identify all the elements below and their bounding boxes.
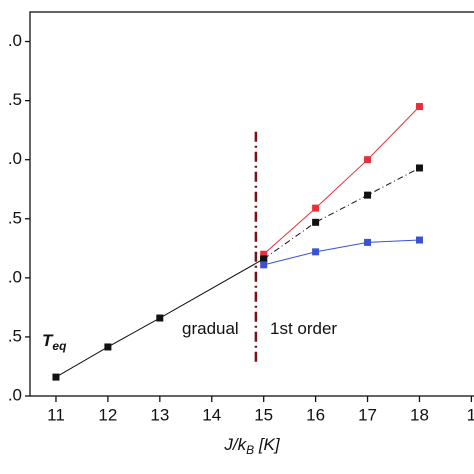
y-tick-label: .0 xyxy=(8,267,22,286)
x-tick-label: 1 xyxy=(467,405,474,424)
annotation: Teq xyxy=(42,331,67,353)
x-tick-label: 11 xyxy=(47,405,65,424)
x-axis-label: J/kB [K] xyxy=(223,435,281,457)
y-tick-label: .0 xyxy=(8,149,22,168)
annotation-main: 1st order xyxy=(270,319,337,338)
y-tick-label: .5 xyxy=(8,208,22,227)
data-point xyxy=(364,156,372,164)
y-tick-label: .0 xyxy=(8,385,22,404)
x-axis-label-sub: B xyxy=(246,443,254,457)
data-point xyxy=(156,314,164,322)
data-point xyxy=(312,204,320,212)
data-point xyxy=(312,218,320,226)
x-tick-label: 13 xyxy=(150,405,169,424)
series-line xyxy=(263,167,420,260)
y-tick-label: .0 xyxy=(8,31,22,50)
data-point xyxy=(364,238,372,246)
data-point xyxy=(415,164,423,172)
data-point xyxy=(104,343,112,351)
data-point xyxy=(312,248,320,256)
series-line xyxy=(55,258,264,378)
plot-frame xyxy=(29,11,474,397)
data-point xyxy=(415,103,423,111)
annotation: 1st order xyxy=(270,319,337,338)
data-point xyxy=(260,261,268,269)
x-tick-label: 17 xyxy=(358,405,377,424)
data-point xyxy=(52,373,60,381)
y-tick-label: .5 xyxy=(8,326,22,345)
annotation-sub: eq xyxy=(52,339,67,353)
x-tick-label: 18 xyxy=(410,405,429,424)
annotation-main: gradual xyxy=(182,319,239,338)
annotation: gradual xyxy=(182,319,239,338)
annotation-main: T xyxy=(42,331,54,350)
series-line xyxy=(263,106,420,255)
data-point xyxy=(260,255,268,263)
x-tick-label: 16 xyxy=(306,405,325,424)
x-axis-label-rest: [K] xyxy=(254,435,281,454)
data-point xyxy=(415,236,423,244)
y-tick-label: .5 xyxy=(8,90,22,109)
x-tick-label: 14 xyxy=(202,405,221,424)
x-axis-label-main: J/k xyxy=(223,435,247,454)
x-tick-label: 12 xyxy=(98,405,117,424)
data-point xyxy=(260,250,268,258)
data-point xyxy=(364,191,372,199)
x-tick-label: 15 xyxy=(254,405,273,424)
series-line xyxy=(263,239,420,266)
